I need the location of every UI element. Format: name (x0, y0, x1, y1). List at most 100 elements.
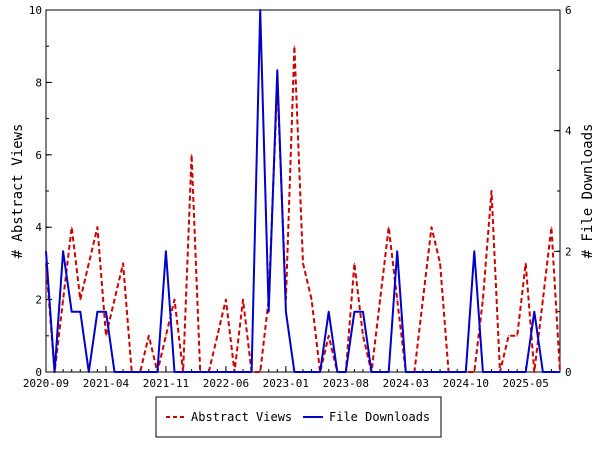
abstract-views-point (353, 262, 355, 264)
abstract-views-point (473, 371, 475, 373)
file-downloads-point (388, 371, 390, 373)
file-downloads-point (285, 311, 287, 313)
abstract-views-point (516, 335, 518, 337)
y-axis-right-title: # File Downloads (580, 124, 596, 259)
file-downloads-point (302, 371, 304, 373)
abstract-views-point (165, 335, 167, 337)
file-downloads-point (328, 311, 330, 313)
file-downloads-point (362, 311, 364, 313)
file-downloads-point (251, 371, 253, 373)
legend-file-downloads-label: File Downloads (329, 410, 430, 424)
file-downloads-point (345, 371, 347, 373)
file-downloads-point (139, 371, 141, 373)
abstract-views-point (293, 45, 296, 47)
abstract-views-point (362, 335, 364, 337)
x-tick-label: 2021-11 (143, 377, 189, 390)
file-downloads-point (131, 371, 133, 373)
file-downloads-point (191, 371, 193, 373)
file-downloads-point (490, 371, 493, 373)
abstract-views-point (482, 299, 484, 301)
file-downloads-point (319, 371, 321, 373)
file-downloads-point (148, 371, 150, 373)
file-downloads-point (379, 371, 381, 373)
file-downloads-point (542, 371, 544, 373)
abstract-views-point (422, 299, 424, 301)
file-downloads-point (173, 371, 176, 373)
abstract-views-point (490, 190, 493, 192)
file-downloads-point (336, 371, 338, 373)
file-downloads-point (182, 371, 184, 373)
y-left-tick-label: 2 (35, 294, 42, 307)
y-right-tick-label: 2 (565, 245, 572, 258)
x-tick-label: 2022-06 (203, 377, 249, 390)
abstract-views-point (122, 262, 124, 264)
file-downloads-point (516, 371, 518, 373)
file-downloads-point (293, 371, 296, 373)
series-layer (45, 9, 561, 373)
abstract-views-point (302, 262, 304, 264)
file-downloads-point (105, 311, 107, 313)
y-left-tick-label: 0 (35, 366, 42, 379)
file-downloads-point (413, 371, 415, 373)
file-downloads-point (259, 9, 261, 11)
abstract-views-point (105, 335, 107, 337)
y-right-tick-label: 0 (565, 366, 572, 379)
file-downloads-point (79, 311, 81, 313)
abstract-views-point (259, 371, 261, 373)
file-downloads-point (310, 371, 313, 373)
file-downloads-point (122, 371, 124, 373)
abstract-views-point (96, 226, 98, 228)
file-downloads-point (199, 371, 201, 373)
file-downloads-point (242, 371, 244, 373)
file-downloads-point (422, 371, 424, 373)
y-right-tick-label: 4 (565, 125, 572, 138)
file-downloads-point (225, 371, 227, 373)
y-left-tick-label: 10 (29, 4, 42, 17)
abstract-views-point (542, 299, 544, 301)
abstract-views-point (62, 299, 64, 301)
file-downloads-point (525, 371, 527, 373)
abstract-views-point (242, 299, 244, 301)
x-tick-label: 2023-08 (323, 377, 369, 390)
abstract-views-point (430, 226, 433, 228)
file-downloads-point (96, 311, 98, 313)
y-left-tick-label: 6 (35, 149, 42, 162)
file-downloads-point (113, 371, 116, 373)
file-downloads-point (473, 250, 475, 252)
file-downloads-point (45, 250, 47, 252)
file-downloads-point (88, 371, 90, 373)
y-axis-left-title: # Abstract Views (10, 124, 26, 259)
abstract-views-point (113, 299, 116, 301)
file-downloads-point (499, 371, 501, 373)
file-downloads-point (482, 371, 484, 373)
x-tick-label: 2021-04 (83, 377, 130, 390)
x-tick-label: 2025-05 (503, 377, 549, 390)
abstract-views-point (148, 335, 150, 337)
file-downloads-point (233, 371, 236, 373)
file-downloads-point (71, 311, 73, 313)
abstract-views-point (79, 299, 81, 301)
file-downloads-point (559, 371, 561, 373)
file-downloads-point (268, 311, 270, 313)
file-downloads-point (276, 69, 278, 71)
abstract-views-point (439, 262, 441, 264)
abstract-views-point (328, 335, 330, 337)
file-downloads-point (456, 371, 458, 373)
y-left-tick-label: 4 (35, 221, 42, 234)
legend-abstract-views-label: Abstract Views (191, 410, 292, 424)
file-downloads-point (439, 371, 441, 373)
abstract-views-point (71, 226, 73, 228)
x-tick-label: 2020-09 (23, 377, 69, 390)
legend-box (155, 396, 442, 438)
file-downloads-point (550, 371, 553, 373)
abstract-views-point (550, 226, 553, 228)
abstract-views-point (388, 226, 390, 228)
x-tick-label: 2023-01 (263, 377, 309, 390)
file-downloads-point (405, 371, 407, 373)
file-downloads-point (165, 250, 167, 252)
file-downloads-point (430, 371, 433, 373)
file-downloads-point (533, 311, 535, 313)
